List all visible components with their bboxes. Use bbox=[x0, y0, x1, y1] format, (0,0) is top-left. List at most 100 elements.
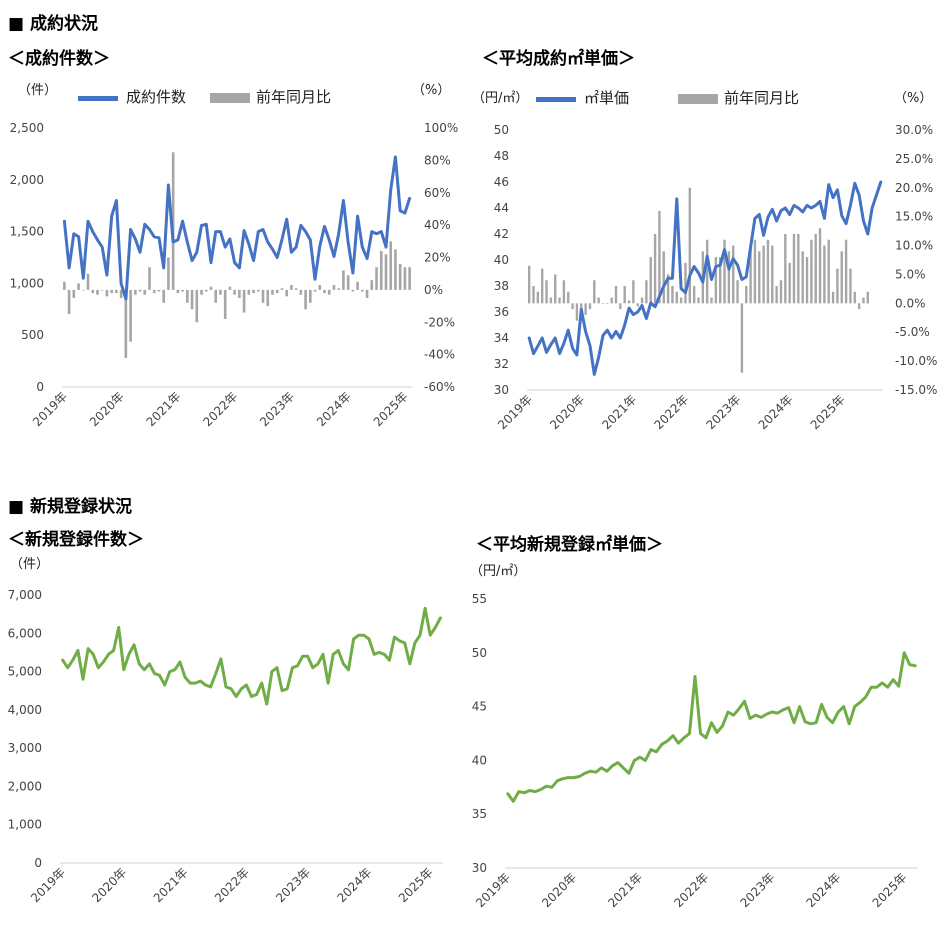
bar-yoy bbox=[619, 303, 622, 310]
legend-bar-label: 前年同月比 bbox=[256, 88, 331, 106]
bar-yoy bbox=[379, 251, 383, 290]
y-left-tick-label: 34 bbox=[494, 331, 509, 345]
bar-yoy bbox=[91, 289, 95, 294]
bar-yoy bbox=[636, 303, 639, 307]
y-left-tick-label: 38 bbox=[494, 279, 509, 293]
bar-yoy bbox=[814, 234, 817, 304]
chart-title-registration-price: ＜平均新規登録㎡単価＞ bbox=[476, 535, 663, 555]
bar-yoy bbox=[610, 297, 613, 304]
y-left-tick-label: 5,000 bbox=[8, 665, 42, 679]
bar-yoy bbox=[766, 239, 770, 304]
bar-yoy bbox=[176, 289, 180, 294]
legend-line-label: 成約件数 bbox=[126, 88, 186, 106]
registration-count-chart: 0 1,000 2,000 3,000 4,000 5,000 6,000 7,000 2019… bbox=[8, 557, 443, 905]
bar-yoy bbox=[645, 280, 648, 304]
bar-yoy bbox=[261, 289, 265, 303]
bar-yoy bbox=[758, 251, 761, 304]
y-right-tick-label: 60% bbox=[424, 186, 451, 200]
bar-yoy bbox=[313, 289, 317, 292]
bar-yoy bbox=[714, 257, 718, 304]
y-left-tick-label: 36 bbox=[494, 305, 509, 319]
y-right-tick-label: -40% bbox=[424, 348, 455, 362]
bar-yoy bbox=[162, 289, 165, 303]
bar-yoy bbox=[575, 303, 579, 321]
bar-yoy bbox=[840, 251, 843, 304]
bar-yoy bbox=[671, 286, 674, 304]
legend-bar-swatch bbox=[678, 94, 718, 104]
y-left-tick-label: 1,000 bbox=[10, 276, 44, 290]
bar-yoy bbox=[100, 289, 104, 291]
contract-count-chart: 0 500 1,000 1,500 2,000 2,500 -60% -40% -20% 0% 20… bbox=[10, 83, 459, 429]
bar-yoy bbox=[710, 297, 713, 304]
bar-yoy bbox=[779, 280, 783, 304]
bar-yoy bbox=[143, 289, 147, 295]
bar-yoy bbox=[584, 303, 587, 315]
series-line bbox=[527, 180, 883, 376]
bar-yoy bbox=[736, 280, 739, 304]
bar-yoy bbox=[775, 286, 778, 304]
bar-yoy bbox=[732, 245, 735, 304]
bar-yoy bbox=[110, 289, 113, 294]
x-tick-label: 2020年 bbox=[539, 870, 579, 910]
x-tick-label: 2020年 bbox=[89, 865, 129, 905]
bar-yoy bbox=[370, 280, 374, 290]
x-tick-label: 2022年 bbox=[651, 392, 691, 432]
x-tick-label: 2024年 bbox=[756, 392, 796, 432]
bar-yoy bbox=[849, 268, 852, 304]
series-line bbox=[61, 606, 442, 706]
bar-yoy bbox=[562, 280, 566, 304]
y-left-unit: （件） bbox=[18, 83, 57, 98]
y-left-unit: （円/㎡） bbox=[472, 91, 528, 106]
bar-yoy bbox=[653, 234, 657, 304]
bar-yoy bbox=[219, 289, 222, 295]
bar-yoy bbox=[365, 289, 369, 298]
series-line bbox=[62, 155, 412, 301]
bar-yoy bbox=[593, 280, 596, 304]
bar-yoy bbox=[658, 210, 661, 304]
y-left-tick-label: 40 bbox=[494, 253, 509, 267]
legend-bar-label: 前年同月比 bbox=[724, 89, 799, 107]
x-tick-label: 2022年 bbox=[212, 865, 252, 905]
bar-yoy bbox=[323, 289, 326, 294]
bar-yoy bbox=[844, 239, 848, 304]
bar-yoy bbox=[271, 289, 274, 295]
x-tick-label: 2023年 bbox=[257, 389, 297, 429]
y-left-tick-label: 2,500 bbox=[10, 121, 44, 135]
bar-yoy bbox=[223, 289, 227, 320]
bar-yoy bbox=[597, 297, 600, 304]
bar-yoy bbox=[63, 281, 66, 290]
bar-yoy bbox=[346, 275, 350, 290]
bar-yoy bbox=[361, 289, 364, 292]
x-tick-label: 2021年 bbox=[605, 870, 645, 910]
legend-line-label: ㎡単価 bbox=[584, 89, 629, 107]
y-right-unit: （%） bbox=[412, 83, 450, 98]
bar-yoy bbox=[167, 257, 170, 290]
x-tick-label: 2021年 bbox=[151, 865, 191, 905]
chart-title-contract-count: ＜成約件数＞ bbox=[8, 49, 110, 69]
bar-yoy bbox=[67, 289, 71, 315]
bar-yoy bbox=[398, 263, 402, 290]
bar-yoy bbox=[554, 274, 557, 304]
bar-yoy bbox=[134, 289, 137, 295]
y-right-tick-label: -20% bbox=[424, 315, 455, 329]
bar-yoy bbox=[719, 257, 722, 304]
bar-yoy bbox=[337, 288, 340, 290]
section-title-registration: ■ 新規登録状況 bbox=[8, 497, 132, 517]
bar-yoy bbox=[86, 273, 90, 290]
y-left-tick-label: 3,000 bbox=[8, 741, 42, 755]
legend-line-swatch bbox=[78, 96, 118, 101]
bar-yoy bbox=[285, 289, 288, 297]
bar-yoy bbox=[545, 280, 548, 304]
bar-yoy bbox=[228, 286, 232, 290]
bar-yoy bbox=[536, 291, 540, 304]
y-left-tick-label: 50 bbox=[494, 123, 509, 137]
x-tick-label: 2023年 bbox=[737, 870, 777, 910]
y-left-tick-label: 4,000 bbox=[8, 703, 42, 717]
y-left-tick-label: 0 bbox=[36, 380, 44, 394]
bar-yoy bbox=[186, 289, 189, 303]
registration-price-chart: 30 35 40 45 50 55 2019年 2020年 2021年 2022年 2023年 202… bbox=[470, 564, 918, 910]
bar-yoy bbox=[666, 274, 670, 304]
bar-yoy bbox=[152, 289, 156, 294]
bar-yoy bbox=[209, 286, 213, 290]
y-left-tick-label: 6,000 bbox=[8, 626, 42, 640]
